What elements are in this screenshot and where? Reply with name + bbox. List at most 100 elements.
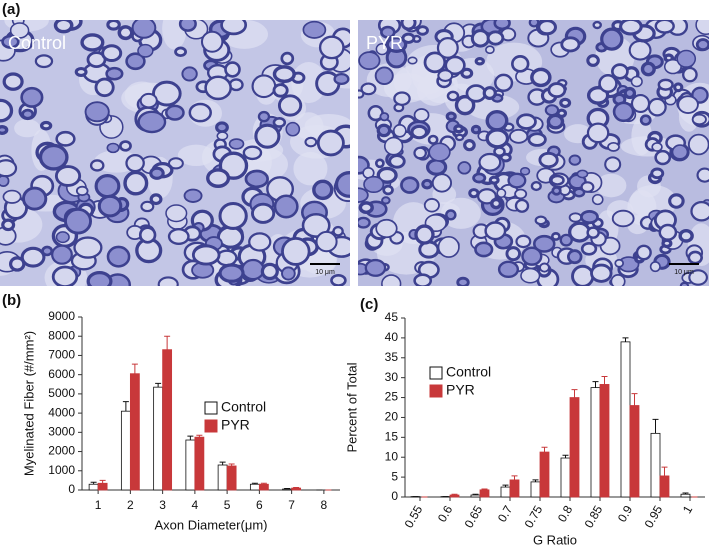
axon [382, 184, 394, 196]
axon [651, 142, 663, 152]
y-tick-label: 30 [385, 370, 399, 384]
axon [560, 36, 581, 53]
x-tick-label: 7 [288, 498, 295, 512]
axon [610, 274, 626, 286]
axon [333, 72, 350, 85]
axon [137, 43, 154, 58]
axon [490, 197, 503, 210]
axon [139, 92, 158, 109]
axon [516, 113, 537, 130]
y-tick-label: 0 [68, 482, 75, 496]
axon [496, 188, 507, 199]
error-bar [661, 466, 668, 476]
axon [598, 73, 618, 94]
axon [242, 145, 263, 161]
micrograph: Control 10 μm [0, 20, 350, 286]
axon [534, 215, 548, 226]
y-tick-label: 9000 [48, 309, 75, 323]
axon [224, 61, 241, 78]
axon [2, 189, 22, 204]
error-bar [562, 454, 569, 459]
x-tick-label: 8 [321, 498, 328, 512]
bar [470, 494, 481, 498]
axon [168, 157, 184, 170]
axon [39, 120, 53, 131]
axon [55, 130, 76, 147]
axon [628, 39, 652, 61]
axon [423, 198, 440, 213]
axon [204, 75, 232, 101]
axon [580, 181, 595, 193]
axon [332, 225, 344, 237]
axon [216, 131, 229, 141]
axon [123, 170, 149, 196]
error-bar [682, 492, 689, 495]
axon [614, 258, 625, 268]
axon [383, 136, 404, 156]
x-tick-label: 0.8 [555, 503, 576, 525]
pale-area [293, 151, 328, 186]
axon [519, 166, 531, 176]
axon [0, 159, 18, 178]
axon [453, 124, 465, 134]
axon [485, 128, 510, 149]
axon [654, 20, 675, 34]
bar [650, 432, 661, 498]
axon [511, 55, 530, 73]
axon [695, 38, 709, 52]
axon [200, 30, 224, 53]
y-tick-label: 5 [391, 469, 398, 483]
axon [106, 20, 121, 31]
legend-label: PYR [446, 382, 475, 398]
axon [254, 123, 281, 149]
axon [484, 221, 507, 241]
axon [663, 58, 682, 75]
bar [449, 494, 460, 498]
axon [165, 204, 188, 223]
axon [401, 32, 416, 44]
error-bar [99, 479, 106, 484]
axon [228, 138, 245, 150]
axon [505, 246, 522, 262]
axon [285, 121, 301, 137]
error-bar [631, 393, 638, 406]
axon [497, 260, 520, 279]
axon [482, 86, 497, 100]
error-bar [90, 481, 97, 485]
axon [590, 263, 613, 283]
axon [630, 75, 643, 88]
axon [400, 176, 420, 194]
axon [117, 25, 134, 41]
bar [185, 439, 196, 491]
axon [302, 20, 327, 39]
axon [559, 233, 573, 247]
axon [1, 218, 16, 232]
axon [612, 101, 635, 123]
axon [375, 218, 398, 239]
y-tick-label: 15 [385, 430, 399, 444]
axon [363, 175, 385, 194]
axon [431, 173, 453, 193]
axon [454, 94, 476, 116]
legend-label: PYR [221, 417, 250, 433]
axon [101, 44, 123, 63]
axon [668, 193, 685, 209]
texture [358, 20, 709, 286]
axon [358, 187, 369, 203]
axon [478, 152, 502, 172]
axon [649, 261, 661, 273]
texture [0, 20, 350, 286]
axon [586, 122, 610, 144]
axon [94, 174, 121, 199]
axon [358, 216, 371, 229]
axon [493, 20, 511, 31]
panel-label: (a) [2, 1, 20, 18]
axon [272, 65, 296, 84]
axon [520, 267, 541, 284]
axon [515, 234, 532, 249]
axon [576, 169, 589, 179]
x-tick-label: 0.9 [615, 503, 636, 525]
axon [530, 181, 542, 192]
axon [639, 114, 652, 126]
bar [120, 410, 131, 491]
